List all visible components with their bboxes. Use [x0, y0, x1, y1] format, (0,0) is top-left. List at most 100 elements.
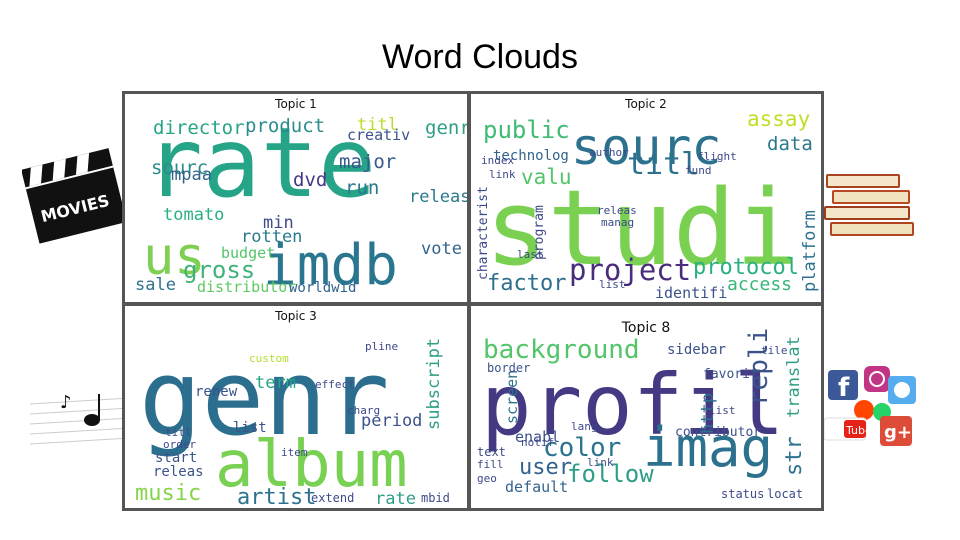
- cloud-word: fund: [685, 164, 712, 177]
- topic-1-title: Topic 1: [275, 97, 317, 111]
- movies-clapperboard-icon: MOVIES: [21, 140, 127, 250]
- cloud-word: us: [143, 227, 206, 287]
- cloud-word: project: [569, 253, 691, 287]
- cloud-word: list: [599, 278, 626, 291]
- cloud-word: background: [483, 335, 640, 365]
- cloud-word: profil: [481, 356, 784, 454]
- cloud-word: user: [519, 455, 572, 480]
- topic-3-title: Topic 3: [275, 309, 317, 323]
- cloud-word: item: [281, 446, 308, 459]
- topic-8-panel: Topic 8 profil imag background color follow u…: [468, 303, 824, 511]
- cloud-word: subscript: [424, 338, 444, 430]
- topic-8-title: Topic 8: [621, 320, 671, 336]
- cloud-word: program: [532, 205, 547, 260]
- cloud-word: valu: [521, 165, 572, 189]
- cloud-word: characterist: [476, 186, 491, 280]
- cloud-word: assay: [747, 107, 810, 131]
- cloud-word: mpaa: [171, 165, 212, 185]
- cloud-word: lang: [571, 420, 598, 433]
- cloud-word: renew: [195, 384, 238, 400]
- cloud-word: data: [767, 133, 813, 155]
- cloud-word: contributor: [675, 425, 761, 440]
- cloud-word: titl: [165, 426, 192, 439]
- cloud-word: notif: [521, 436, 554, 449]
- cloud-word: border: [487, 361, 530, 375]
- cloud-word: pline: [365, 340, 398, 353]
- cloud-word: mbid: [421, 491, 450, 505]
- cloud-word: imdb: [263, 233, 398, 298]
- svg-text:♪: ♪: [60, 392, 72, 413]
- cloud-word: http: [698, 393, 718, 434]
- cloud-word: locat: [767, 487, 803, 501]
- cloud-word: titl: [357, 115, 398, 135]
- cloud-word: sourc: [151, 157, 208, 179]
- social-media-logos-icon: f Tube g+: [822, 362, 922, 450]
- cloud-word: worldwid: [289, 280, 356, 296]
- cloud-word: link: [489, 168, 516, 181]
- cloud-word: dvd: [293, 169, 327, 191]
- cloud-word: genr: [425, 117, 467, 139]
- cloud-word: rate: [375, 489, 416, 508]
- cloud-word: protocol: [693, 255, 799, 280]
- cloud-word: titl: [627, 147, 699, 182]
- music-note-icon: ♪: [29, 388, 131, 448]
- cloud-word: manag: [601, 216, 634, 229]
- cloud-word: text: [477, 445, 506, 459]
- cloud-word: order: [163, 438, 196, 451]
- topic-1-word-cloud: rate us imdb gross director product titl genrcr…: [135, 107, 467, 298]
- cloud-word: public: [483, 116, 570, 144]
- cloud-word: genr: [139, 337, 389, 459]
- cloud-word: min: [263, 213, 294, 233]
- cloud-word: fill: [477, 458, 504, 471]
- cloud-word: releas: [409, 187, 467, 207]
- cloud-word: list: [709, 404, 736, 417]
- cloud-word: rotten: [241, 227, 302, 247]
- cloud-word: imag: [643, 416, 773, 479]
- cloud-word: custom: [249, 352, 289, 365]
- cloud-word: term: [255, 373, 296, 393]
- cloud-word: technolog: [493, 148, 569, 164]
- cloud-word: str: [782, 436, 807, 476]
- svg-text:g+: g+: [884, 422, 912, 443]
- cloud-word: vote: [421, 239, 462, 259]
- topic-3-panel: Topic 3 genr album music artist rate term rene…: [122, 303, 470, 511]
- cloud-word: screen: [503, 370, 521, 424]
- topic-2-title: Topic 2: [625, 97, 667, 111]
- cloud-word: start: [155, 450, 197, 466]
- cloud-word: run: [345, 177, 379, 199]
- cloud-word: album: [215, 428, 408, 502]
- cloud-word: budget: [221, 244, 275, 262]
- cloud-word: flight: [697, 150, 737, 163]
- cloud-word: releas: [597, 204, 637, 217]
- cloud-word: music: [135, 481, 201, 506]
- cloud-word: studi: [485, 167, 798, 289]
- topic-2-panel: Topic 2 studi sourc public titl assay data tec…: [468, 91, 824, 305]
- cloud-word: author: [589, 146, 629, 159]
- cloud-word: distributor: [197, 278, 296, 296]
- cloud-word: favorit: [703, 367, 758, 382]
- cloud-word: sourc: [571, 118, 722, 176]
- cloud-word: tile: [761, 344, 788, 357]
- cloud-word: director: [153, 117, 245, 139]
- cloud-word: product: [245, 115, 325, 137]
- cloud-word: identifi: [655, 284, 727, 302]
- cloud-word: releas: [153, 464, 204, 480]
- cloud-word: period: [361, 411, 422, 431]
- cloud-word: link: [587, 456, 614, 469]
- cloud-word: sale: [135, 275, 176, 295]
- cloud-word: tomato: [163, 205, 224, 225]
- cloud-word: extend: [311, 491, 354, 505]
- cloud-word: charg: [347, 404, 380, 417]
- cloud-word: sidebar: [667, 342, 726, 358]
- cloud-word: gross: [183, 256, 255, 284]
- cloud-word: platform: [800, 210, 820, 292]
- cloud-word: creativ: [347, 126, 410, 144]
- cloud-word: list: [233, 420, 267, 436]
- cloud-word: enabl: [515, 428, 560, 446]
- svg-text:Tube: Tube: [845, 424, 872, 437]
- cloud-word: color: [543, 433, 621, 463]
- slide-title: Word Clouds: [382, 38, 578, 76]
